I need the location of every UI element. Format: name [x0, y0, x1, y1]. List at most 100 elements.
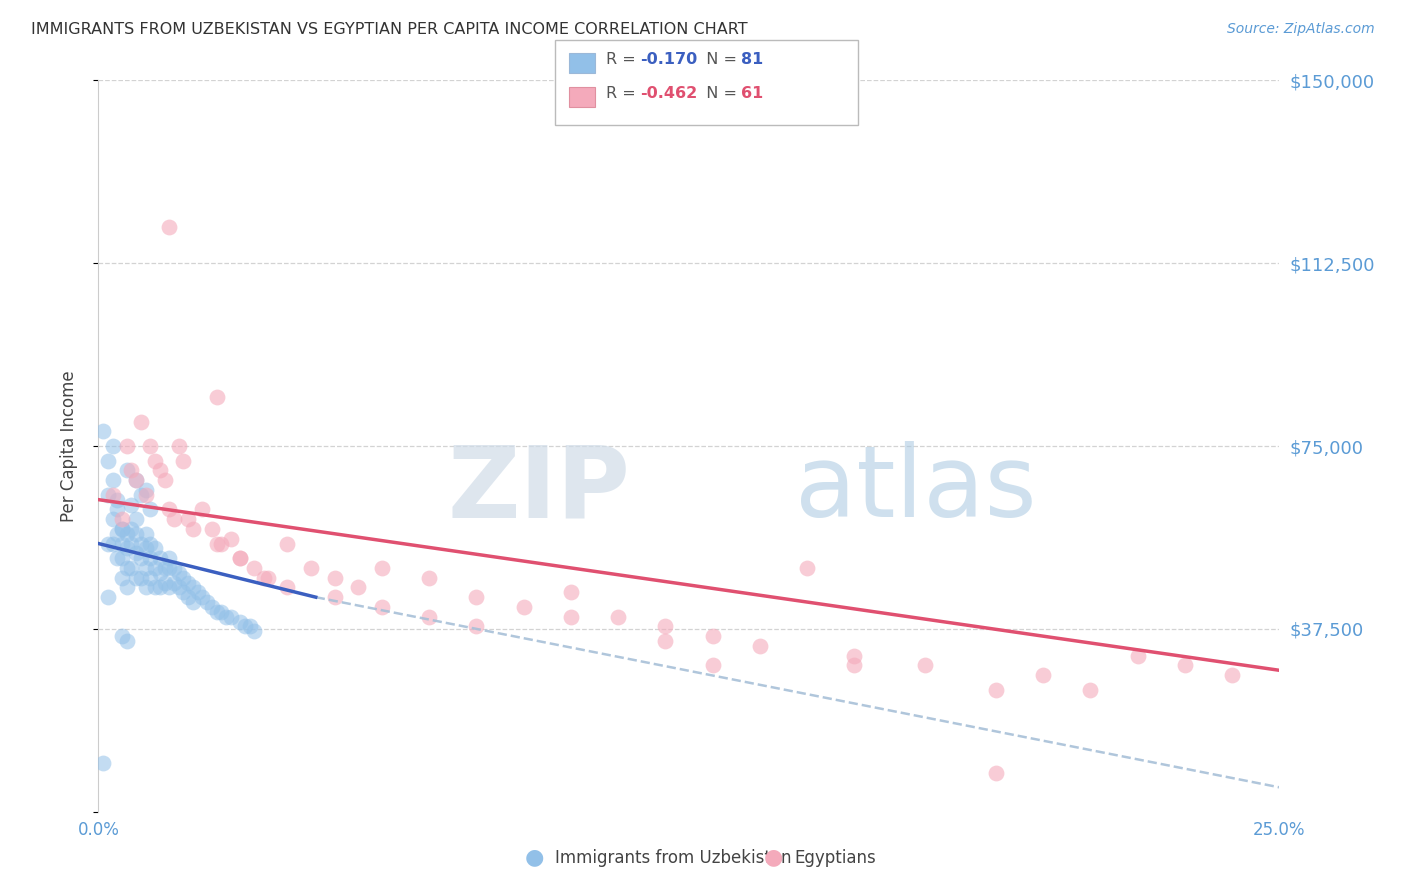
- Point: [135, 526, 157, 541]
- Text: R =: R =: [606, 53, 641, 67]
- Point: [101, 512, 124, 526]
- Y-axis label: Per Capita Income: Per Capita Income: [59, 370, 77, 522]
- Point: [97, 590, 120, 604]
- Point: [323, 590, 346, 604]
- Text: -0.170: -0.170: [640, 53, 697, 67]
- Point: [101, 473, 124, 487]
- Point: [167, 439, 190, 453]
- Point: [139, 551, 162, 566]
- Point: [229, 615, 252, 629]
- Point: [177, 512, 200, 526]
- Point: [143, 561, 166, 575]
- Point: [177, 590, 200, 604]
- Point: [97, 453, 120, 467]
- Text: N =: N =: [696, 53, 742, 67]
- Point: [276, 536, 298, 550]
- Point: [163, 561, 186, 575]
- Point: [157, 551, 180, 566]
- Point: [243, 561, 266, 575]
- Point: [418, 609, 440, 624]
- Point: [111, 551, 134, 566]
- Point: [560, 585, 582, 599]
- Point: [115, 634, 138, 648]
- Point: [115, 463, 138, 477]
- Point: [299, 561, 322, 575]
- Point: [844, 648, 866, 663]
- Point: [115, 526, 138, 541]
- Point: [129, 415, 152, 429]
- Point: [125, 571, 148, 585]
- Text: ZIP: ZIP: [447, 442, 630, 539]
- Point: [121, 522, 143, 536]
- Point: [121, 463, 143, 477]
- Point: [191, 590, 214, 604]
- Text: IMMIGRANTS FROM UZBEKISTAN VS EGYPTIAN PER CAPITA INCOME CORRELATION CHART: IMMIGRANTS FROM UZBEKISTAN VS EGYPTIAN P…: [31, 22, 748, 37]
- Point: [209, 605, 232, 619]
- Point: [201, 522, 224, 536]
- Point: [153, 473, 176, 487]
- Point: [115, 561, 138, 575]
- Point: [121, 498, 143, 512]
- Point: [243, 624, 266, 639]
- Point: [418, 571, 440, 585]
- Point: [702, 658, 724, 673]
- Point: [105, 502, 128, 516]
- Point: [984, 682, 1007, 697]
- Point: [91, 425, 114, 439]
- Point: [257, 571, 280, 585]
- Point: [139, 571, 162, 585]
- Point: [205, 605, 228, 619]
- Point: [111, 522, 134, 536]
- Point: [167, 566, 190, 580]
- Point: [702, 629, 724, 643]
- Point: [149, 581, 172, 595]
- Point: [371, 561, 394, 575]
- Text: -0.462: -0.462: [640, 87, 697, 101]
- Point: [1174, 658, 1197, 673]
- Point: [105, 551, 128, 566]
- Point: [135, 581, 157, 595]
- Point: [654, 634, 676, 648]
- Point: [1080, 682, 1102, 697]
- Point: [135, 483, 157, 497]
- Point: [143, 541, 166, 556]
- Point: [143, 581, 166, 595]
- Point: [115, 541, 138, 556]
- Point: [219, 532, 242, 546]
- Point: [129, 488, 152, 502]
- Point: [512, 599, 534, 614]
- Point: [111, 629, 134, 643]
- Point: [97, 488, 120, 502]
- Point: [157, 561, 180, 575]
- Point: [229, 551, 252, 566]
- Point: [167, 581, 190, 595]
- Point: [239, 619, 262, 633]
- Point: [129, 536, 152, 550]
- Point: [209, 536, 232, 550]
- Point: [101, 439, 124, 453]
- Point: [135, 561, 157, 575]
- Point: [125, 473, 148, 487]
- Point: [233, 619, 256, 633]
- Point: [101, 536, 124, 550]
- Point: [796, 561, 818, 575]
- Point: [139, 502, 162, 516]
- Point: [177, 575, 200, 590]
- Point: [139, 439, 162, 453]
- Point: [181, 595, 204, 609]
- Point: [195, 595, 218, 609]
- Point: [111, 512, 134, 526]
- Point: [135, 488, 157, 502]
- Point: [560, 609, 582, 624]
- Point: [229, 551, 252, 566]
- Point: [91, 756, 114, 770]
- Point: [1220, 668, 1243, 682]
- Point: [111, 571, 134, 585]
- Point: [101, 488, 124, 502]
- Point: [984, 765, 1007, 780]
- Point: [149, 463, 172, 477]
- Point: [143, 453, 166, 467]
- Point: [111, 536, 134, 550]
- Point: [465, 590, 488, 604]
- Point: [163, 575, 186, 590]
